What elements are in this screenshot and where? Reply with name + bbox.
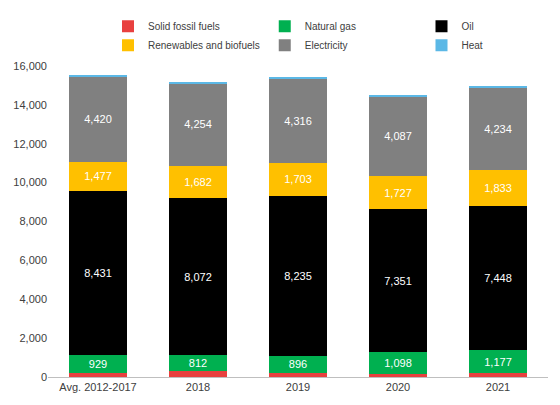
- svg-text:Avg. 2012-2017: Avg. 2012-2017: [59, 381, 136, 393]
- svg-text:16,000: 16,000: [13, 60, 47, 72]
- svg-text:2018: 2018: [186, 381, 210, 393]
- svg-text:Renewables and biofuels: Renewables and biofuels: [148, 40, 260, 51]
- svg-text:0: 0: [41, 371, 47, 383]
- svg-text:4,316: 4,316: [284, 115, 312, 127]
- svg-text:Solid fossil fuels: Solid fossil fuels: [148, 21, 220, 32]
- svg-text:1,177: 1,177: [484, 356, 512, 368]
- svg-text:12,000: 12,000: [13, 138, 47, 150]
- svg-text:1,477: 1,477: [84, 170, 112, 182]
- svg-text:Electricity: Electricity: [305, 40, 348, 51]
- svg-text:8,235: 8,235: [284, 270, 312, 282]
- svg-text:10,000: 10,000: [13, 176, 47, 188]
- svg-text:2,000: 2,000: [19, 332, 47, 344]
- svg-text:8,431: 8,431: [84, 267, 112, 279]
- svg-text:4,000: 4,000: [19, 293, 47, 305]
- svg-text:Heat: Heat: [462, 40, 483, 51]
- svg-text:2019: 2019: [286, 381, 310, 393]
- svg-text:4,087: 4,087: [384, 130, 412, 142]
- svg-text:7,351: 7,351: [384, 275, 412, 287]
- svg-text:896: 896: [289, 358, 307, 370]
- svg-text:4,254: 4,254: [184, 118, 212, 130]
- svg-text:2021: 2021: [486, 381, 510, 393]
- svg-text:7,448: 7,448: [484, 272, 512, 284]
- svg-text:1,098: 1,098: [384, 357, 412, 369]
- svg-text:Oil: Oil: [462, 21, 474, 32]
- svg-text:1,727: 1,727: [384, 187, 412, 199]
- svg-text:14,000: 14,000: [13, 99, 47, 111]
- svg-text:8,000: 8,000: [19, 215, 47, 227]
- svg-text:6,000: 6,000: [19, 254, 47, 266]
- svg-text:4,234: 4,234: [484, 123, 512, 135]
- svg-text:812: 812: [189, 357, 207, 369]
- svg-text:1,833: 1,833: [484, 182, 512, 194]
- svg-text:2020: 2020: [386, 381, 410, 393]
- svg-text:929: 929: [89, 358, 107, 370]
- svg-text:1,703: 1,703: [284, 173, 312, 185]
- svg-text:1,682: 1,682: [184, 176, 212, 188]
- svg-text:4,420: 4,420: [84, 113, 112, 125]
- svg-text:Natural gas: Natural gas: [305, 21, 356, 32]
- svg-text:8,072: 8,072: [184, 271, 212, 283]
